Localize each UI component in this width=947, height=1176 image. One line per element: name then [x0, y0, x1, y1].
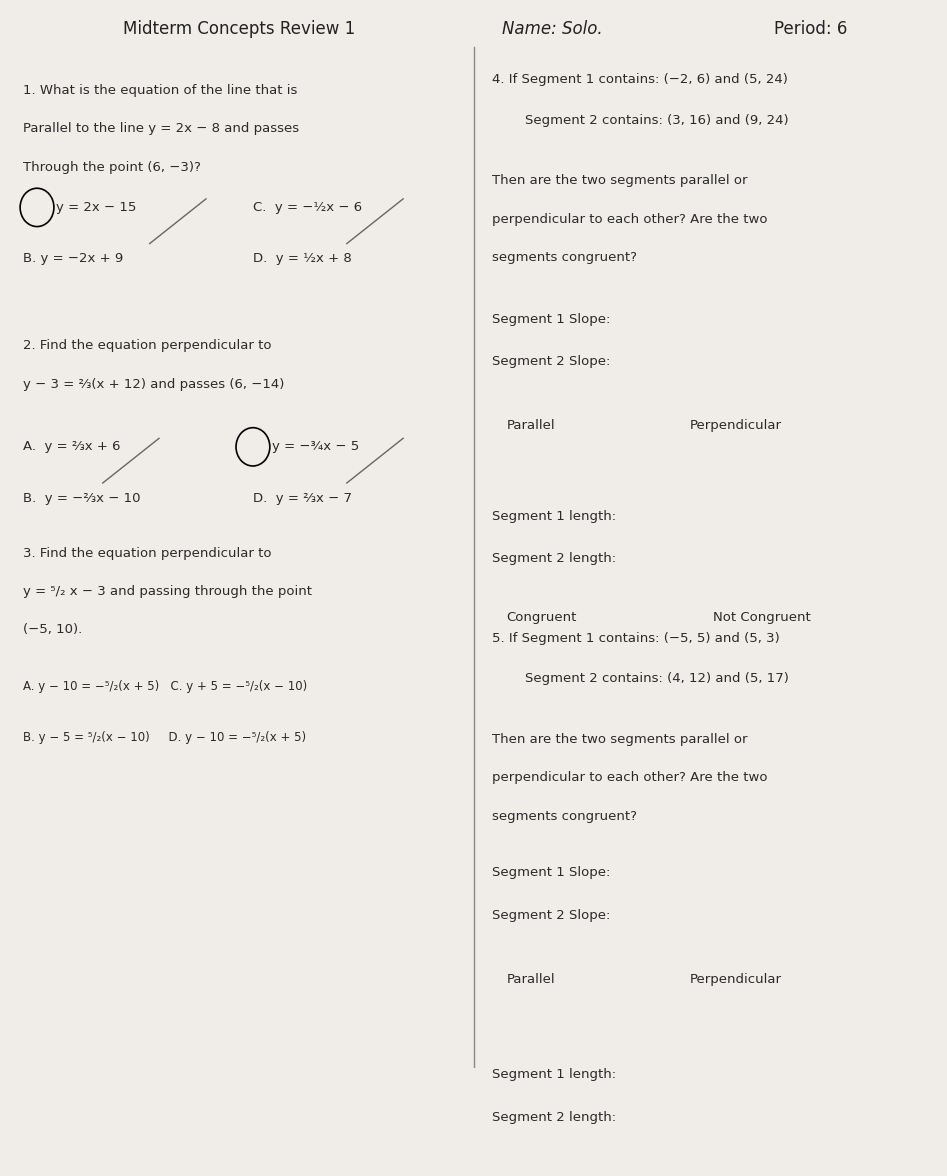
Text: Then are the two segments parallel or: Then are the two segments parallel or — [492, 733, 748, 746]
Text: Segment 2 Slope:: Segment 2 Slope: — [492, 355, 611, 368]
Text: 1. What is the equation of the line that is: 1. What is the equation of the line that… — [23, 83, 297, 96]
Text: Segment 2 length:: Segment 2 length: — [492, 553, 616, 566]
Text: perpendicular to each other? Are the two: perpendicular to each other? Are the two — [492, 213, 768, 226]
Text: B.  y = −⅔x − 10: B. y = −⅔x − 10 — [23, 492, 140, 505]
Text: B. y − 5 = ⁵/₂(x − 10)     D. y − 10 = −⁵/₂(x + 5): B. y − 5 = ⁵/₂(x − 10) D. y − 10 = −⁵/₂(… — [23, 731, 306, 744]
Text: B. y = −2x + 9: B. y = −2x + 9 — [23, 252, 123, 265]
Text: C.  y = −½x − 6: C. y = −½x − 6 — [253, 201, 362, 214]
Text: 3. Find the equation perpendicular to: 3. Find the equation perpendicular to — [23, 547, 272, 560]
Text: Parallel: Parallel — [507, 419, 555, 432]
Text: Perpendicular: Perpendicular — [689, 419, 781, 432]
Text: segments congruent?: segments congruent? — [492, 250, 637, 265]
Text: A.  y = ⅔x + 6: A. y = ⅔x + 6 — [23, 441, 120, 454]
Text: 2. Find the equation perpendicular to: 2. Find the equation perpendicular to — [23, 340, 272, 353]
Text: Not Congruent: Not Congruent — [713, 610, 811, 623]
Text: Not Congruent: Not Congruent — [713, 1175, 811, 1176]
Text: 5. If Segment 1 contains: (−5, 5) and (5, 3): 5. If Segment 1 contains: (−5, 5) and (5… — [492, 632, 780, 644]
Text: Congruent: Congruent — [507, 1175, 577, 1176]
Text: Midterm Concepts Review 1: Midterm Concepts Review 1 — [123, 20, 355, 38]
Text: Through the point (6, −3)?: Through the point (6, −3)? — [23, 161, 201, 174]
Text: y = ⁵/₂ x − 3 and passing through the point: y = ⁵/₂ x − 3 and passing through the po… — [23, 586, 312, 599]
Text: perpendicular to each other? Are the two: perpendicular to each other? Are the two — [492, 771, 768, 784]
Text: Segment 1 length:: Segment 1 length: — [492, 1068, 616, 1081]
Text: Congruent: Congruent — [507, 610, 577, 623]
Text: Parallel: Parallel — [507, 973, 555, 985]
Text: segments congruent?: segments congruent? — [492, 810, 637, 823]
Text: Segment 2 length:: Segment 2 length: — [492, 1111, 616, 1124]
Text: Segment 1 Slope:: Segment 1 Slope: — [492, 866, 611, 880]
Text: Then are the two segments parallel or: Then are the two segments parallel or — [492, 174, 748, 187]
Text: (−5, 10).: (−5, 10). — [23, 623, 82, 636]
Text: 4. If Segment 1 contains: (−2, 6) and (5, 24): 4. If Segment 1 contains: (−2, 6) and (5… — [492, 73, 788, 86]
Text: Segment 2 contains: (4, 12) and (5, 17): Segment 2 contains: (4, 12) and (5, 17) — [526, 673, 789, 686]
Text: Parallel to the line y = 2x − 8 and passes: Parallel to the line y = 2x − 8 and pass… — [23, 122, 299, 135]
Text: Perpendicular: Perpendicular — [689, 973, 781, 985]
Text: D.  y = ½x + 8: D. y = ½x + 8 — [253, 252, 351, 265]
Text: Segment 1 length:: Segment 1 length: — [492, 509, 616, 522]
Text: Period: 6: Period: 6 — [774, 20, 848, 38]
Text: y = 2x − 15: y = 2x − 15 — [56, 201, 136, 214]
Text: Segment 2 contains: (3, 16) and (9, 24): Segment 2 contains: (3, 16) and (9, 24) — [526, 114, 789, 127]
Text: Segment 1 Slope:: Segment 1 Slope: — [492, 313, 611, 326]
Text: y − 3 = ⅔(x + 12) and passes (6, −14): y − 3 = ⅔(x + 12) and passes (6, −14) — [23, 377, 284, 390]
Text: Segment 2 Slope:: Segment 2 Slope: — [492, 909, 611, 922]
Text: A. y − 10 = −⁵/₂(x + 5)   C. y + 5 = −⁵/₂(x − 10): A. y − 10 = −⁵/₂(x + 5) C. y + 5 = −⁵/₂(… — [23, 680, 307, 693]
Text: y = −¾x − 5: y = −¾x − 5 — [272, 441, 359, 454]
Text: D.  y = ⅔x − 7: D. y = ⅔x − 7 — [253, 492, 352, 505]
Text: Name: Solo.: Name: Solo. — [502, 20, 602, 38]
